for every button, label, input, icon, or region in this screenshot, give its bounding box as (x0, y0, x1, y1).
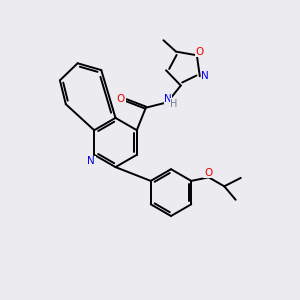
Text: N: N (164, 94, 172, 104)
Text: O: O (204, 167, 212, 178)
Text: N: N (87, 156, 95, 167)
Text: N: N (201, 71, 209, 81)
Text: O: O (117, 94, 125, 104)
Text: O: O (196, 47, 204, 57)
Text: H: H (170, 99, 178, 109)
